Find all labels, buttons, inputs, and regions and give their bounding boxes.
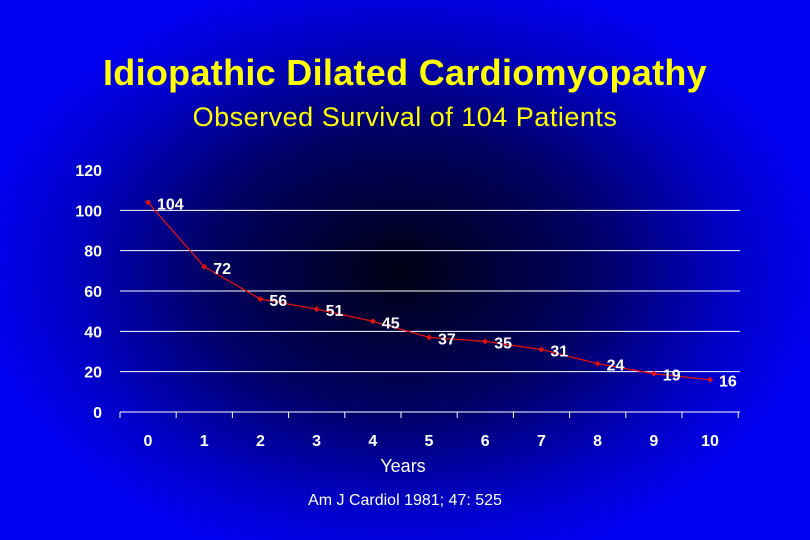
x-tick-label: 5 bbox=[425, 433, 434, 450]
gridlines bbox=[120, 209, 740, 373]
citation: Am J Cardiol 1981; 47: 525 bbox=[308, 492, 502, 509]
data-point bbox=[145, 199, 151, 206]
data-label: 56 bbox=[269, 293, 287, 310]
data-point bbox=[369, 318, 376, 325]
x-tick-labels: 0 1 2 3 4 5 6 7 8 9 10 bbox=[144, 433, 719, 450]
axes bbox=[119, 411, 740, 418]
x-tick-label: 6 bbox=[481, 433, 490, 450]
x-tick-label: 10 bbox=[701, 433, 719, 450]
data-label: 16 bbox=[719, 374, 737, 391]
x-axis-title: Years bbox=[380, 456, 425, 476]
data-label: 31 bbox=[550, 343, 568, 360]
y-tick-label: 40 bbox=[84, 324, 102, 341]
data-point bbox=[538, 346, 545, 353]
x-tick-label: 7 bbox=[537, 433, 546, 450]
data-label: 104 bbox=[157, 196, 184, 213]
y-tick-label: 80 bbox=[84, 244, 102, 261]
data-point bbox=[257, 296, 264, 303]
data-point bbox=[707, 376, 713, 383]
y-tick-labels: 0 20 40 60 80 100 120 bbox=[75, 163, 102, 422]
data-point bbox=[594, 360, 601, 367]
data-point bbox=[201, 263, 208, 270]
series-line bbox=[145, 199, 713, 383]
data-label: 24 bbox=[607, 358, 625, 375]
x-tick-label: 4 bbox=[368, 433, 377, 450]
slide-title: Idiopathic Dilated Cardiomyopathy bbox=[103, 52, 707, 93]
data-labels: 104 72 56 51 45 37 35 31 24 19 16 bbox=[157, 196, 737, 390]
data-point bbox=[482, 338, 489, 345]
x-tick-label: 8 bbox=[593, 433, 602, 450]
data-label: 45 bbox=[382, 315, 400, 332]
data-point bbox=[426, 334, 432, 341]
x-tick-label: 3 bbox=[312, 433, 321, 450]
y-tick-label: 60 bbox=[84, 284, 102, 301]
x-tick-label: 0 bbox=[144, 433, 153, 450]
x-tick-label: 2 bbox=[256, 433, 265, 450]
data-label: 51 bbox=[326, 303, 344, 320]
data-label: 37 bbox=[438, 331, 456, 348]
x-tick-label: 1 bbox=[200, 433, 209, 450]
data-point bbox=[650, 370, 657, 377]
data-label: 35 bbox=[494, 335, 512, 352]
data-label: 19 bbox=[663, 368, 681, 385]
data-label: 72 bbox=[213, 261, 231, 278]
slide-subtitle: Observed Survival of 104 Patients bbox=[192, 102, 618, 132]
data-point bbox=[313, 306, 320, 313]
x-tick-label: 9 bbox=[649, 433, 658, 450]
y-tick-label: 20 bbox=[84, 365, 102, 382]
y-tick-label: 0 bbox=[93, 405, 102, 422]
y-tick-label: 100 bbox=[75, 203, 102, 220]
y-tick-label: 120 bbox=[75, 163, 102, 180]
